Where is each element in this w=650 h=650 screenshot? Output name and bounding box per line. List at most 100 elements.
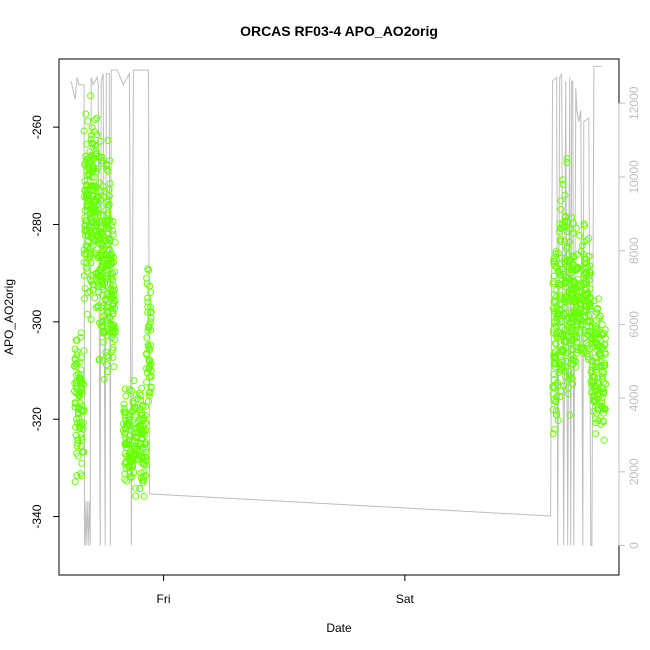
left-axis-tick-label: -280 — [30, 212, 44, 236]
data-point — [78, 390, 86, 398]
data-point — [588, 335, 596, 343]
data-point — [142, 448, 150, 456]
data-point — [557, 280, 565, 288]
x-axis-label: Date — [326, 621, 352, 635]
data-point — [83, 181, 91, 189]
data-point — [71, 478, 79, 486]
data-point — [552, 248, 560, 256]
data-point — [125, 420, 133, 427]
data-point — [101, 193, 109, 201]
data-point — [88, 157, 96, 165]
data-point — [125, 436, 133, 444]
data-point — [104, 136, 112, 144]
data-point — [75, 375, 83, 383]
data-point — [84, 195, 92, 203]
data-point — [552, 352, 559, 360]
data-point — [71, 403, 79, 411]
data-point — [565, 288, 573, 296]
data-point — [125, 386, 133, 394]
data-point — [90, 173, 98, 181]
data-point — [97, 266, 105, 274]
data-point — [558, 276, 566, 284]
data-point — [566, 238, 573, 246]
data-point — [593, 309, 601, 317]
data-point — [94, 302, 102, 310]
data-point — [99, 211, 107, 219]
data-point — [93, 114, 101, 122]
data-point — [89, 140, 96, 148]
y-axis-label: APO_AO2orig — [2, 279, 16, 355]
data-point — [559, 357, 567, 364]
data-point — [109, 310, 117, 318]
data-point — [565, 371, 573, 379]
data-point — [98, 248, 106, 256]
data-point — [96, 356, 103, 363]
data-point — [120, 408, 128, 416]
data-point — [93, 216, 100, 224]
data-point — [87, 250, 95, 258]
data-point — [583, 297, 591, 305]
data-point — [88, 213, 96, 221]
data-point — [557, 238, 565, 245]
data-point — [84, 197, 92, 205]
data-point — [146, 388, 154, 396]
data-point — [80, 381, 88, 389]
data-point — [580, 238, 588, 246]
data-point — [71, 387, 78, 395]
data-point — [134, 442, 142, 450]
data-point — [580, 220, 588, 228]
data-point — [142, 453, 150, 461]
data-point — [86, 254, 94, 262]
data-point — [84, 159, 92, 167]
data-point — [144, 294, 152, 302]
data-point — [94, 273, 102, 281]
data-point — [122, 443, 130, 451]
data-point — [558, 301, 566, 309]
data-point — [87, 259, 95, 267]
data-point — [563, 297, 571, 305]
data-point — [549, 390, 557, 397]
data-point — [103, 290, 111, 298]
right-axis-tick-label: 6000 — [627, 311, 641, 338]
data-point — [551, 258, 559, 266]
data-point — [120, 400, 128, 408]
data-point — [577, 300, 584, 308]
data-point — [145, 323, 152, 331]
data-point — [581, 327, 589, 335]
data-point — [601, 334, 609, 342]
data-point — [559, 176, 567, 184]
data-point — [131, 425, 139, 432]
data-point — [93, 131, 101, 139]
data-point — [82, 264, 90, 272]
data-point — [120, 405, 128, 412]
data-point — [132, 391, 140, 399]
data-point — [593, 358, 601, 366]
data-point — [111, 324, 119, 332]
line-layer — [70, 65, 602, 546]
data-point — [577, 345, 585, 353]
data-point — [576, 328, 584, 336]
data-point — [140, 492, 148, 500]
data-point — [140, 414, 148, 422]
data-point — [560, 310, 568, 318]
data-point — [560, 331, 568, 339]
data-point — [102, 328, 110, 335]
data-point — [77, 470, 85, 478]
data-point — [558, 345, 566, 353]
data-point — [79, 448, 87, 456]
data-point — [582, 259, 589, 267]
data-point — [556, 393, 564, 401]
data-point — [550, 255, 558, 263]
data-point — [86, 197, 94, 205]
data-point — [587, 377, 595, 385]
data-point — [593, 316, 600, 324]
right-axis-tick-label: 4000 — [627, 384, 641, 411]
data-point — [107, 320, 115, 328]
data-point — [601, 362, 609, 370]
data-point — [552, 340, 560, 348]
data-point — [564, 293, 571, 301]
data-point — [109, 353, 117, 361]
data-point — [77, 354, 85, 362]
data-point — [581, 264, 589, 272]
data-point — [71, 345, 79, 353]
